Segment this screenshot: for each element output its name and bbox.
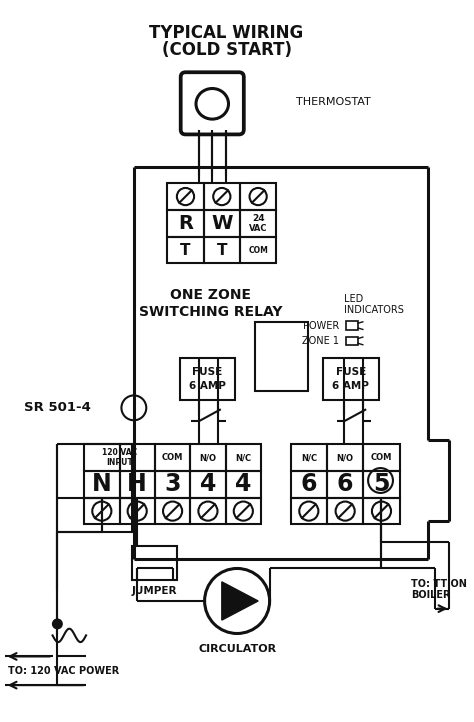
Text: ONE ZONE: ONE ZONE (170, 288, 251, 302)
Text: COM: COM (248, 245, 268, 255)
Bar (204, 183, 240, 210)
Text: W: W (211, 214, 233, 232)
Bar (119, 497, 155, 524)
Text: SR 501-4: SR 501-4 (24, 401, 91, 414)
Text: JUMPER: JUMPER (132, 586, 177, 596)
Polygon shape (222, 582, 258, 620)
Bar (346, 321, 358, 330)
Text: TO: 120 VAC POWER: TO: 120 VAC POWER (8, 666, 119, 676)
Text: ZONE 1: ZONE 1 (302, 336, 339, 346)
Bar (240, 210, 276, 237)
Text: N/C: N/C (235, 453, 251, 462)
Bar (190, 497, 226, 524)
Text: POWER: POWER (303, 321, 339, 331)
Bar (240, 237, 276, 264)
Bar (346, 336, 358, 345)
Bar (155, 497, 190, 524)
Text: FUSE: FUSE (192, 367, 223, 378)
Bar (155, 444, 190, 471)
Text: CIRCULATOR: CIRCULATOR (198, 644, 276, 654)
Bar (119, 444, 155, 471)
Bar (291, 471, 327, 497)
Bar (167, 183, 204, 210)
Bar (323, 358, 379, 400)
Text: N/C: N/C (301, 453, 317, 462)
Bar (327, 471, 363, 497)
Text: SWITCHING RELAY: SWITCHING RELAY (138, 305, 282, 319)
Text: 120 VAC
INPUT: 120 VAC INPUT (102, 448, 137, 467)
Bar (327, 497, 363, 524)
Text: N/O: N/O (337, 453, 354, 462)
Bar (84, 444, 119, 471)
Text: 6 AMP: 6 AMP (332, 381, 369, 391)
Bar (119, 471, 155, 497)
Bar (132, 547, 177, 580)
Text: T: T (217, 243, 227, 258)
Text: 4: 4 (200, 472, 216, 496)
Bar (155, 471, 190, 497)
Text: COM: COM (371, 453, 392, 462)
Text: N/O: N/O (200, 453, 217, 462)
Bar (363, 444, 400, 471)
Text: VAC: VAC (249, 224, 267, 232)
Bar (84, 471, 119, 497)
Text: LED: LED (344, 294, 364, 304)
Text: H: H (128, 472, 147, 496)
Text: INDICATORS: INDICATORS (344, 305, 404, 316)
Bar (226, 444, 261, 471)
Text: TYPICAL WIRING: TYPICAL WIRING (149, 24, 304, 42)
Text: T: T (180, 243, 191, 258)
Bar (226, 471, 261, 497)
Bar (167, 210, 204, 237)
Text: COM: COM (162, 453, 183, 462)
Text: 24: 24 (252, 214, 264, 223)
Text: 6 AMP: 6 AMP (189, 381, 226, 391)
Text: FUSE: FUSE (336, 367, 366, 378)
Bar (327, 444, 363, 471)
Bar (167, 237, 204, 264)
Bar (190, 444, 226, 471)
Text: 4: 4 (235, 472, 252, 496)
Text: (COLD START): (COLD START) (162, 41, 292, 59)
Bar (204, 210, 240, 237)
Bar (180, 358, 235, 400)
Bar (190, 471, 226, 497)
Bar (204, 237, 240, 264)
Bar (226, 497, 261, 524)
Bar (363, 471, 400, 497)
Text: TO: TT ON
BOILER: TO: TT ON BOILER (411, 579, 467, 600)
Text: N: N (92, 472, 112, 496)
Text: 6: 6 (337, 472, 354, 496)
Bar (363, 497, 400, 524)
Circle shape (53, 619, 62, 629)
Bar (240, 183, 276, 210)
Text: 5: 5 (373, 472, 390, 496)
Text: 3: 3 (164, 472, 181, 496)
Bar (291, 497, 327, 524)
Text: THERMOSTAT: THERMOSTAT (296, 97, 371, 107)
Text: R: R (178, 214, 193, 232)
Bar (255, 322, 308, 391)
Bar (291, 444, 327, 471)
Text: 6: 6 (301, 472, 317, 496)
Bar (84, 497, 119, 524)
